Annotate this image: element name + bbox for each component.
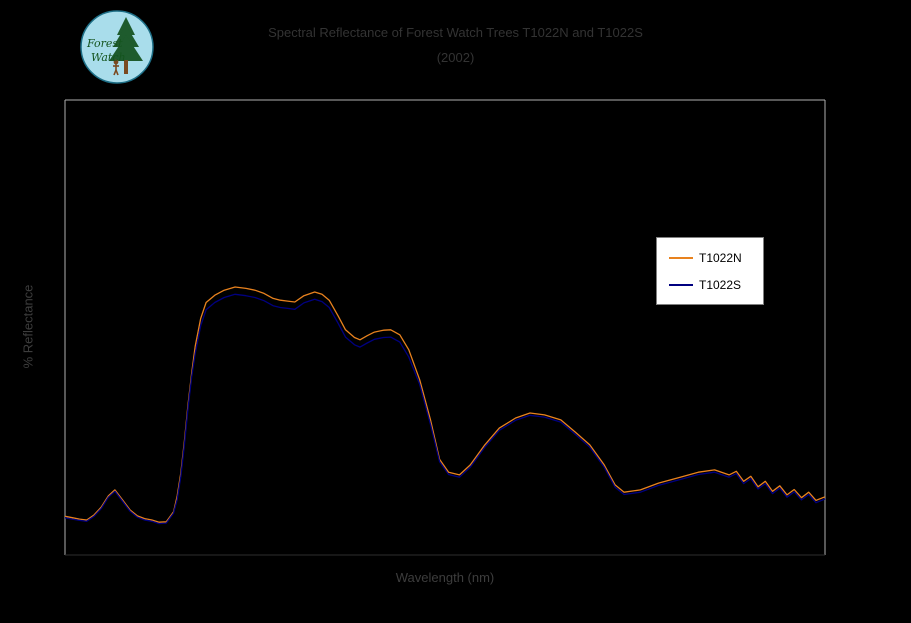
y-axis-title: % Reflectance — [20, 284, 36, 369]
x-axis-title: Wavelength (nm) — [395, 570, 495, 585]
logo-text-forest: Forest — [86, 37, 123, 50]
chart-title: Spectral Reflectance of Forest Watch Tre… — [0, 20, 911, 70]
legend-line-sample-t1022n — [669, 256, 693, 259]
legend: T1022N T1022S — [656, 237, 764, 305]
legend-label-t1022s: T1022S — [699, 277, 742, 292]
series-line-t1022s — [64, 293, 826, 525]
legend-item-t1022n: T1022N — [657, 251, 763, 265]
series-line-t1022n — [64, 286, 826, 523]
pine-tree-icon — [109, 17, 143, 74]
forest-watch-logo-graphic: Forest Watch — [80, 10, 154, 84]
chart-title-line1: Spectral Reflectance of Forest Watch Tre… — [268, 25, 643, 40]
legend-label-t1022n: T1022N — [699, 250, 742, 265]
forest-watch-logo: Forest Watch — [80, 10, 154, 84]
legend-line-sample-t1022s — [669, 283, 693, 286]
logo-text-watch: Watch — [91, 51, 126, 64]
legend-item-t1022s: T1022S — [657, 278, 763, 292]
person-icon — [113, 59, 119, 76]
chart-title-line2: (2002) — [436, 50, 475, 65]
